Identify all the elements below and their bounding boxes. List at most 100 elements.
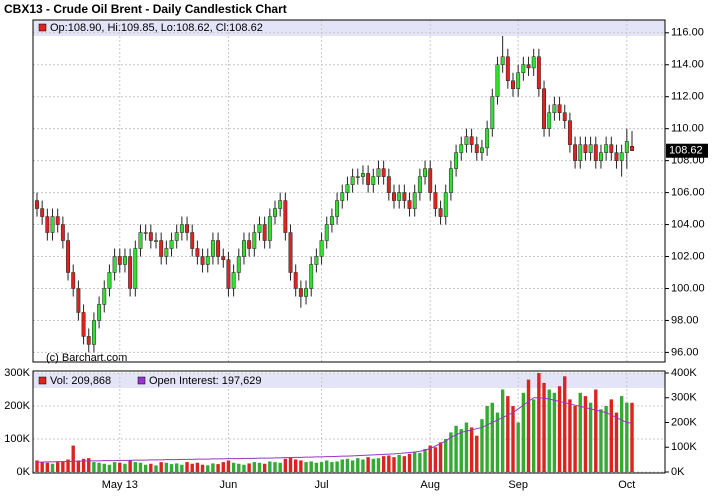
volume-bar (521, 392, 526, 472)
candle-body (381, 168, 386, 177)
volume-bar (200, 464, 205, 472)
oi-tick-label: 100K (671, 441, 697, 453)
volume-bar (71, 445, 75, 472)
candle-body (438, 208, 443, 217)
candle-body (324, 224, 329, 241)
volume-bar (231, 462, 236, 472)
candle-body (252, 232, 257, 249)
candle-body (361, 173, 365, 177)
candle-body (412, 192, 417, 209)
volume-bar (40, 462, 44, 472)
volume-bar (490, 402, 495, 472)
candle-body (573, 144, 578, 161)
volume-bar (92, 462, 96, 472)
candle-body (148, 232, 153, 241)
legend-text: Op:108.90, Hi:109.85, Lo:108.62, Cl:108.… (50, 22, 263, 34)
volume-bar (118, 462, 122, 472)
volume-bar (454, 425, 458, 472)
volume-bar (325, 460, 329, 472)
oi-tick-label: 300K (671, 392, 697, 404)
volume-bar (531, 399, 536, 472)
candle-body (490, 96, 495, 129)
volume-bar (262, 463, 267, 472)
candle-body (283, 200, 288, 233)
candle-body (179, 224, 184, 233)
volume-bar (87, 458, 91, 472)
y-tick-label: 106.00 (671, 187, 705, 199)
candle-body (91, 320, 96, 345)
candle-body (448, 168, 453, 193)
volume-bar (237, 463, 241, 472)
candle-body (376, 168, 381, 177)
candle-body (614, 152, 619, 161)
y-tick-label: 102.00 (671, 250, 705, 262)
candle-body (247, 240, 252, 249)
volume-bar (475, 435, 479, 472)
candle-body (433, 192, 438, 209)
volume-bar (143, 464, 148, 472)
candle-body (293, 272, 298, 289)
candle-body (143, 232, 148, 234)
volume-bar (361, 459, 365, 472)
candle-body (60, 224, 65, 241)
volume-bar (330, 462, 334, 472)
volume-bar (397, 454, 401, 472)
volume-bar (563, 376, 567, 472)
volume-bar (309, 461, 313, 472)
x-tick-label: Jun (220, 479, 238, 491)
candle-body (474, 144, 479, 153)
candle-body (71, 272, 76, 289)
oi-tick-label: 400K (671, 367, 697, 379)
volume-bar (45, 462, 50, 472)
y-tick-label: 100.00 (671, 282, 705, 294)
volume-bar (500, 389, 505, 472)
candle-body (588, 144, 593, 153)
candle-body (81, 312, 86, 337)
volume-bar (97, 462, 101, 472)
volume-bar (495, 412, 500, 472)
volume-bar (35, 460, 39, 472)
y-tick-label: 104.00 (671, 218, 705, 230)
volume-bar (293, 459, 298, 472)
candle-body (190, 232, 195, 249)
candle-body (200, 256, 205, 265)
volume-bar (268, 461, 272, 472)
candle-body (345, 184, 350, 193)
candle-body (86, 336, 91, 345)
volume-bar (506, 396, 510, 472)
volume-bar (444, 439, 448, 472)
candle-body (407, 200, 412, 209)
volume-bar (190, 463, 194, 472)
volume-bar (278, 462, 282, 472)
copyright: (c) Barchart.com (46, 352, 127, 364)
volume-bar (537, 373, 541, 472)
volume-bar (50, 463, 55, 472)
candle-body (402, 192, 407, 201)
volume-legend: Vol: 209,868 (50, 375, 111, 387)
candle-body (112, 256, 117, 273)
volume-bar (609, 399, 614, 472)
candle-body (35, 200, 39, 209)
candle-body (226, 259, 231, 289)
chart-title: CBX13 - Crude Oil Brent - Daily Candlest… (4, 2, 287, 16)
volume-tick-label: 300K (4, 367, 30, 379)
volume-bar (568, 399, 572, 472)
x-tick-label: Sep (508, 479, 528, 491)
volume-bar (438, 442, 443, 472)
volume-bar (350, 460, 355, 472)
volume-bar (428, 445, 432, 472)
volume-bar (402, 456, 407, 472)
candle-body (371, 176, 376, 185)
volume-tick-label: 100K (4, 433, 30, 445)
volume-bar (283, 458, 288, 472)
volume-bar (392, 457, 396, 472)
candle-body (557, 104, 562, 113)
volume-bar (345, 458, 350, 472)
y-tick-label: 116.00 (671, 27, 704, 39)
volume-bar (273, 462, 277, 472)
candle-body (355, 176, 360, 178)
candle-body (516, 72, 521, 89)
candle-body (97, 304, 102, 321)
candle-body (45, 216, 50, 233)
